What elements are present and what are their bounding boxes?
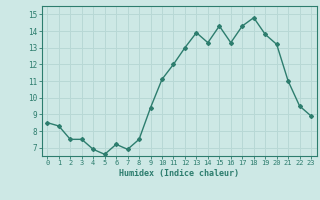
X-axis label: Humidex (Indice chaleur): Humidex (Indice chaleur) [119, 169, 239, 178]
